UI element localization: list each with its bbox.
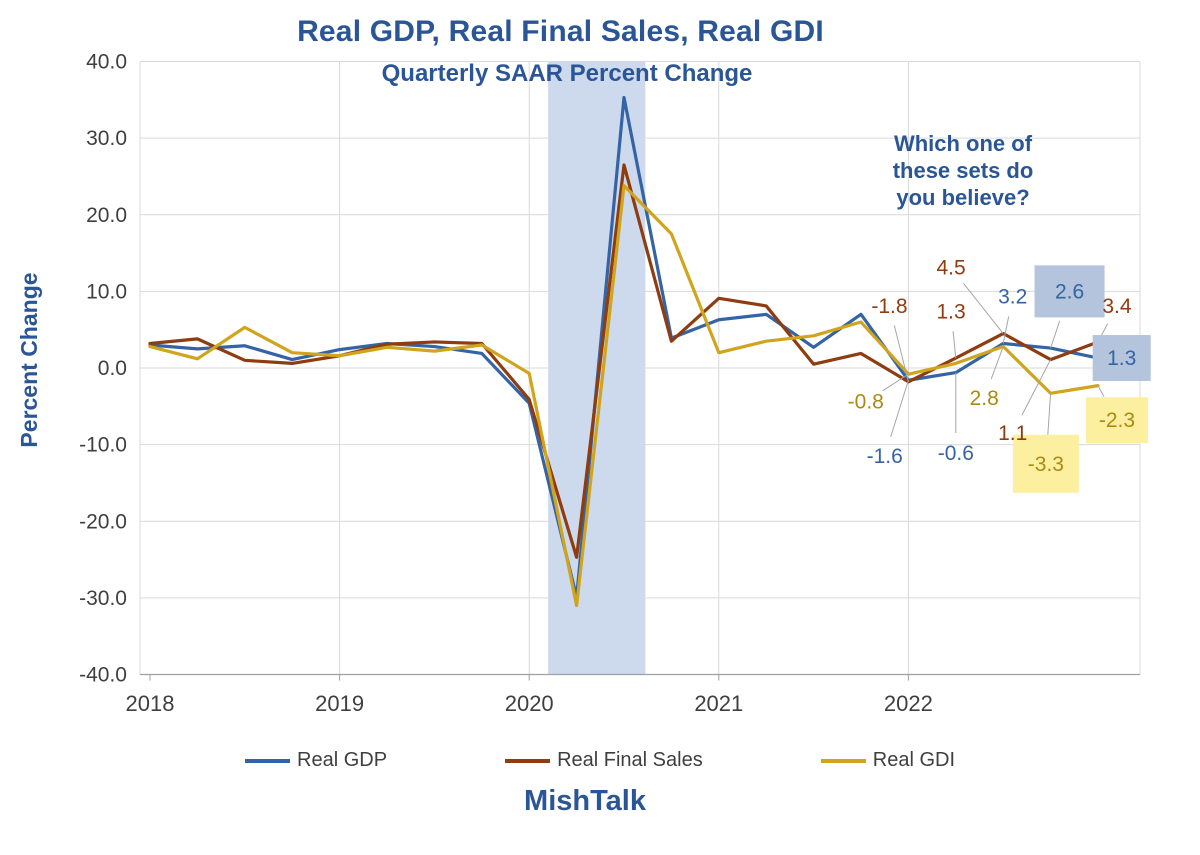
y-axis-title: Percent Change xyxy=(16,272,42,448)
data-label: 1.1 xyxy=(998,422,1027,445)
x-tick-label: 2019 xyxy=(315,691,364,716)
series-line-real-gdi xyxy=(148,184,1100,608)
x-tick-label: 2020 xyxy=(505,691,554,716)
chart-annotation: Which one of these sets do you believe? xyxy=(892,131,1034,210)
y-tick-label: -40.0 xyxy=(79,664,127,687)
leader-line xyxy=(990,346,1004,380)
legend-swatch-icon xyxy=(505,758,551,763)
y-tick-label: 40.0 xyxy=(86,51,127,74)
data-label: 4.5 xyxy=(936,257,965,280)
highlight-box xyxy=(1034,265,1105,318)
leader-line xyxy=(1002,316,1010,344)
data-label: 3.4 xyxy=(1102,295,1132,318)
y-tick-label: -20.0 xyxy=(79,510,127,533)
data-label: -0.8 xyxy=(848,391,884,414)
leader-line xyxy=(952,331,957,359)
leader-line xyxy=(1021,359,1052,416)
leader-line xyxy=(1050,320,1061,349)
legend-label: Real GDP xyxy=(297,749,388,771)
x-tick-label: 2022 xyxy=(884,691,933,716)
y-tick-label: -30.0 xyxy=(79,587,127,610)
highlight-box xyxy=(1012,434,1079,493)
legend-swatch-icon xyxy=(245,758,290,763)
leader-line xyxy=(890,380,909,438)
footer-brand: MishTalk xyxy=(524,785,646,817)
leader-line xyxy=(1047,393,1052,435)
y-tick-label: 0.0 xyxy=(98,357,127,380)
chart-title: Real GDP, Real Final Sales, Real GDI xyxy=(297,15,824,48)
legend: Real GDP Real Final Sales Real GDI xyxy=(245,749,955,772)
data-label: -1.8 xyxy=(871,295,907,318)
y-tick-label: 30.0 xyxy=(86,127,127,150)
x-tick-label: 2018 xyxy=(126,691,175,716)
leader-line xyxy=(893,325,909,382)
data-label: 2.8 xyxy=(970,387,999,410)
legend-item-real-gdi: Real GDI xyxy=(820,749,955,772)
y-tick-label: 10.0 xyxy=(86,280,127,303)
data-label: -2.3 xyxy=(1099,409,1135,432)
series-line-real-gdp xyxy=(148,95,1100,599)
x-tick-label: 2021 xyxy=(694,691,743,716)
highlight-box xyxy=(1085,397,1148,444)
highlight-box xyxy=(1092,335,1151,382)
y-tick-label: -10.0 xyxy=(79,434,127,457)
legend-item-real-gdp: Real GDP xyxy=(245,749,387,772)
legend-item-real-final-sales: Real Final Sales xyxy=(505,749,703,772)
legend-label: Real GDI xyxy=(872,749,955,771)
leader-line xyxy=(1097,385,1105,397)
data-label: 1.3 xyxy=(936,300,965,323)
legend-swatch-icon xyxy=(820,758,866,763)
data-label: -1.6 xyxy=(867,445,903,468)
data-label: 3.2 xyxy=(998,286,1027,309)
chart-subtitle: Quarterly SAAR Percent Change xyxy=(381,60,753,87)
leader-line xyxy=(963,282,1004,334)
y-tick-label: 20.0 xyxy=(86,204,127,227)
data-label: 1.3 xyxy=(1107,347,1136,370)
data-label: -0.6 xyxy=(938,442,974,465)
data-label: -3.3 xyxy=(1028,453,1064,476)
leader-line xyxy=(882,373,909,392)
legend-label: Real Final Sales xyxy=(557,749,703,771)
data-label: 2.6 xyxy=(1055,280,1084,303)
